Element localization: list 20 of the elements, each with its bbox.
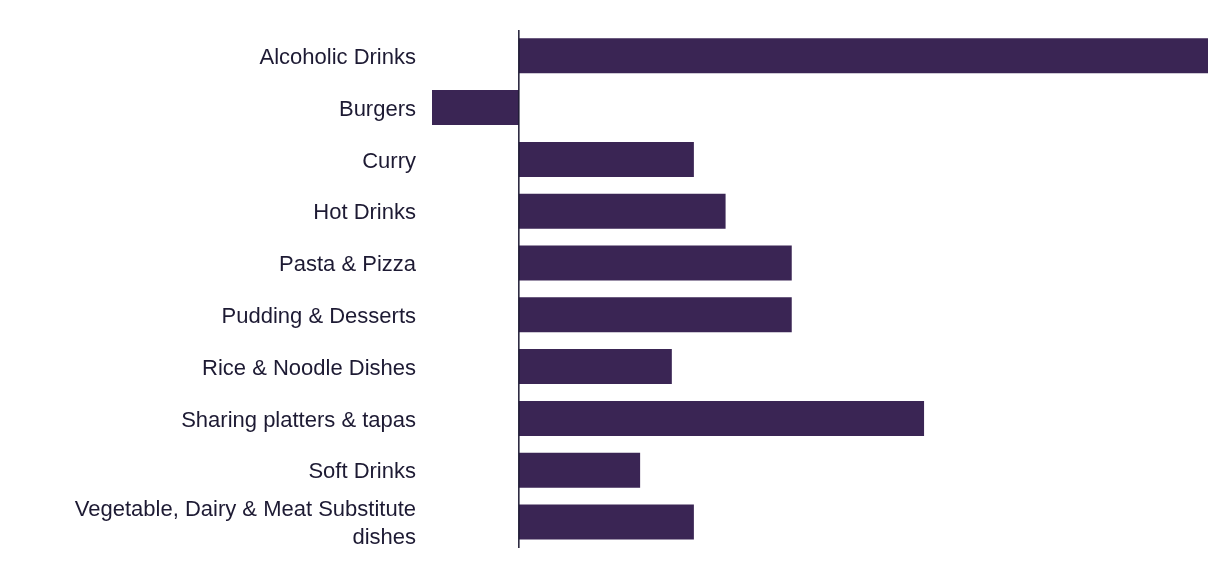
y-tick-label: Hot Drinks <box>313 198 416 224</box>
y-tick-label: Pudding & Desserts <box>221 302 416 328</box>
bar <box>518 297 792 333</box>
bar <box>518 245 792 281</box>
bar <box>518 38 1208 74</box>
y-tick-label: Vegetable, Dairy & Meat Substitute dishes <box>74 495 416 549</box>
y-tick-label: Soft Drinks <box>308 457 416 483</box>
y-tick-label: Alcoholic Drinks <box>259 43 416 69</box>
y-tick-label: Pasta & Pizza <box>279 250 417 276</box>
bar <box>518 452 641 488</box>
y-tick-label: Curry <box>362 147 416 172</box>
y-tick-label: Burgers <box>338 95 416 121</box>
bar <box>518 400 925 436</box>
bar <box>518 349 672 385</box>
bar <box>432 90 519 126</box>
bar <box>518 141 694 177</box>
bar <box>518 193 726 229</box>
y-tick-label: Rice & Noodle Dishes <box>202 354 416 380</box>
y-tick-label: Sharing platters & tapas <box>181 406 416 431</box>
bar <box>518 504 694 540</box>
